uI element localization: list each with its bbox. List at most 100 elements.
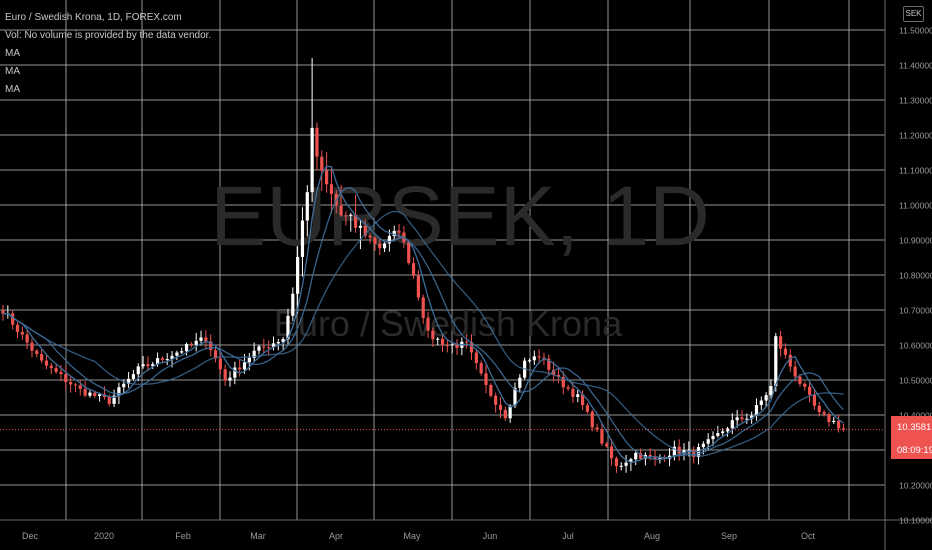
candle-body: [349, 214, 353, 216]
candle-body: [83, 388, 87, 396]
watermark-name: Euro / Swedish Krona: [274, 303, 623, 344]
candle-body: [112, 395, 116, 404]
candle-body: [609, 446, 614, 459]
candle-body: [180, 351, 184, 353]
chart-legend: Euro / Swedish Krona, 1D, FOREX.com Vol:…: [5, 9, 211, 99]
time-tick-label: Jun: [483, 531, 498, 541]
candle-body: [779, 336, 783, 349]
candle-body: [624, 462, 628, 466]
candle-body: [238, 367, 242, 370]
price-badge: 10.35813 08:09:19: [891, 416, 932, 459]
candle-body: [382, 243, 387, 249]
price-tick-label: 10.20000: [899, 481, 932, 491]
candle-body: [44, 360, 49, 366]
price-tick-label: 10.40000: [899, 411, 932, 421]
candle-body: [605, 443, 609, 447]
candle-body: [614, 458, 619, 467]
candle-body: [822, 412, 826, 415]
candle-body: [692, 449, 696, 458]
moving-average-3: [2, 210, 844, 457]
candle-body: [363, 225, 367, 236]
candle-body: [392, 230, 396, 236]
candle-body: [276, 341, 280, 344]
price-tick-label: 10.10000: [899, 516, 932, 526]
candle-body: [160, 358, 164, 360]
candle-body: [291, 293, 295, 316]
candle-body: [518, 377, 522, 388]
candle-body: [532, 356, 536, 361]
candle-body: [170, 355, 174, 360]
candle-body: [54, 368, 58, 372]
candle-body: [764, 395, 768, 401]
candle-body: [750, 415, 754, 419]
candle-body: [122, 383, 126, 388]
ma-legend-2[interactable]: MA: [5, 66, 20, 77]
candle-body: [11, 313, 15, 325]
candle-body: [629, 459, 633, 463]
candle-body: [262, 346, 266, 348]
ma-legend-3[interactable]: MA: [5, 84, 20, 95]
candle-body: [494, 395, 498, 405]
candle-body: [595, 427, 599, 430]
candle-body: [223, 369, 227, 381]
candle-body: [30, 342, 34, 351]
candle-body: [759, 400, 763, 406]
candle-body: [204, 337, 208, 342]
candle-body: [513, 387, 517, 406]
candle-body: [706, 439, 710, 444]
candle-body: [305, 192, 309, 221]
candle-body: [209, 341, 213, 351]
candle-body: [527, 360, 532, 362]
candle-body: [247, 357, 251, 363]
candle-body: [59, 371, 63, 375]
candle-body: [745, 418, 749, 420]
price-tick-label: 11.10000: [899, 166, 932, 176]
symbol-title[interactable]: Euro / Swedish Krona, 1D, FOREX.com: [5, 12, 182, 23]
candle-body: [561, 376, 565, 388]
candle-body: [812, 394, 817, 406]
time-tick-label: Apr: [329, 531, 343, 541]
candle-body: [474, 352, 478, 364]
candle-body: [411, 263, 416, 276]
bar-countdown-label: 08:09:19: [897, 445, 932, 456]
candle-body: [20, 331, 24, 335]
candle-body: [701, 443, 705, 448]
candle-body: [339, 205, 343, 216]
candle-body: [228, 377, 232, 381]
candle-body: [310, 127, 314, 193]
candles: [1, 58, 846, 473]
candle-body: [78, 385, 82, 389]
candle-body: [416, 275, 420, 298]
candle-body: [271, 343, 276, 348]
candle-body: [774, 336, 778, 387]
price-tick-label: 11.40000: [899, 61, 932, 71]
time-axis[interactable]: Dec 2020 Feb Mar Apr May Jun Jul Aug Sep Oct: [22, 531, 816, 541]
candle-body: [88, 392, 92, 396]
candle-body: [175, 352, 179, 356]
candle-body: [566, 387, 570, 389]
candle-body: [242, 362, 247, 370]
candle-body: [498, 404, 503, 410]
candle-body: [397, 230, 401, 233]
candle-body: [69, 381, 73, 385]
volume-note: Vol: No volume is provided by the data v…: [5, 30, 212, 41]
candle-body: [141, 364, 145, 367]
candle-body: [571, 388, 575, 397]
candle-body: [489, 384, 493, 396]
candle-body: [508, 405, 512, 419]
price-axis[interactable]: 10.1000010.2000010.3000010.4000010.50000…: [899, 26, 932, 526]
candle-body: [421, 297, 425, 318]
candle-body: [740, 417, 744, 420]
candle-body: [783, 348, 788, 355]
time-tick-label: Aug: [644, 531, 660, 541]
currency-button[interactable]: SEK: [903, 6, 924, 22]
candle-body: [537, 356, 541, 358]
candle-body: [387, 235, 391, 244]
candle-body: [817, 405, 821, 413]
ma-legend-1[interactable]: MA: [5, 48, 20, 59]
candle-body: [296, 256, 300, 294]
candle-body: [40, 353, 44, 361]
price-badge-bg: [891, 416, 932, 459]
candle-body: [320, 156, 324, 171]
